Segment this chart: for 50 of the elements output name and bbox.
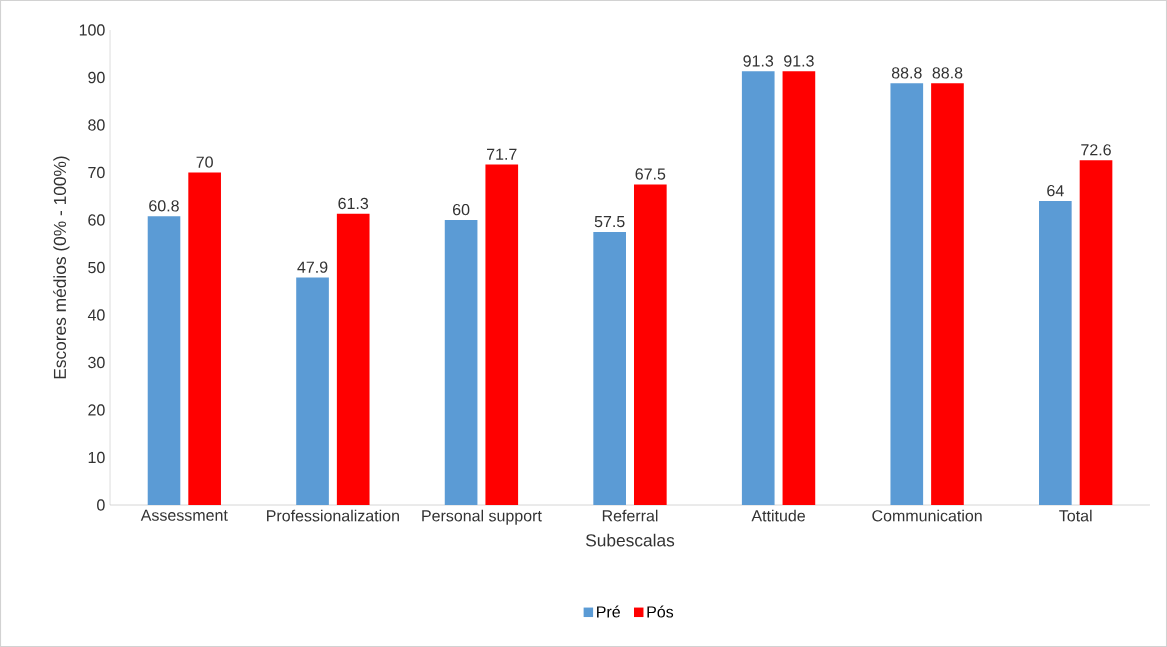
bar bbox=[147, 216, 181, 505]
y-tick-label: 70 bbox=[88, 166, 105, 179]
bar bbox=[1039, 201, 1072, 505]
legend-label: Pós bbox=[647, 605, 674, 618]
y-tick-label: 100 bbox=[79, 24, 105, 36]
x-axis-title: Subescalas bbox=[585, 533, 675, 547]
y-tick-label: 10 bbox=[88, 451, 105, 464]
bar bbox=[296, 277, 329, 505]
x-tick-label: Attitude bbox=[751, 509, 805, 522]
bar bbox=[741, 71, 775, 505]
y-tick-label: 90 bbox=[88, 71, 105, 84]
bar bbox=[336, 213, 370, 505]
data-label: 64 bbox=[1047, 184, 1064, 197]
data-label: 57.5 bbox=[594, 216, 625, 228]
data-label: 60.8 bbox=[149, 200, 179, 212]
x-tick-label: Communication bbox=[872, 509, 982, 522]
data-label: 91.3 bbox=[784, 55, 814, 67]
y-tick-label: 20 bbox=[88, 404, 105, 416]
bar bbox=[634, 184, 667, 505]
data-label: 88.8 bbox=[891, 67, 922, 79]
bar bbox=[931, 83, 964, 505]
bar bbox=[188, 172, 221, 505]
x-tick-label: Personal support bbox=[422, 509, 542, 525]
bar bbox=[485, 164, 519, 505]
y-tick-label: 30 bbox=[88, 356, 105, 369]
y-tick-label: 50 bbox=[88, 261, 105, 274]
data-label: 60 bbox=[453, 203, 470, 216]
data-label: 47.9 bbox=[297, 261, 328, 273]
bar bbox=[890, 83, 924, 505]
bar bbox=[593, 231, 626, 505]
data-label: 71.7 bbox=[487, 148, 517, 160]
data-label: 61.3 bbox=[338, 197, 369, 210]
data-label: 88.8 bbox=[932, 67, 963, 79]
y-tick-label: 40 bbox=[87, 309, 105, 321]
y-axis-title: Escores médios (0% - 100%) bbox=[53, 156, 70, 379]
legend-label: Pré bbox=[597, 605, 620, 618]
y-tick-label: 0 bbox=[97, 499, 105, 511]
x-tick-label: Referral bbox=[602, 509, 658, 522]
data-label: 70 bbox=[196, 156, 213, 168]
bar bbox=[444, 220, 478, 505]
x-tick-label: Assessment bbox=[140, 509, 228, 521]
data-label: 72.6 bbox=[1081, 144, 1111, 156]
bar bbox=[1079, 160, 1113, 505]
data-label: 67.5 bbox=[635, 168, 666, 180]
x-tick-label: Total bbox=[1059, 509, 1092, 522]
y-tick-label: 60 bbox=[88, 214, 105, 226]
bar bbox=[782, 71, 816, 505]
data-label: 91.3 bbox=[743, 55, 774, 67]
y-tick-label: 80 bbox=[88, 119, 105, 131]
x-tick-label: Professionalization bbox=[267, 509, 399, 522]
